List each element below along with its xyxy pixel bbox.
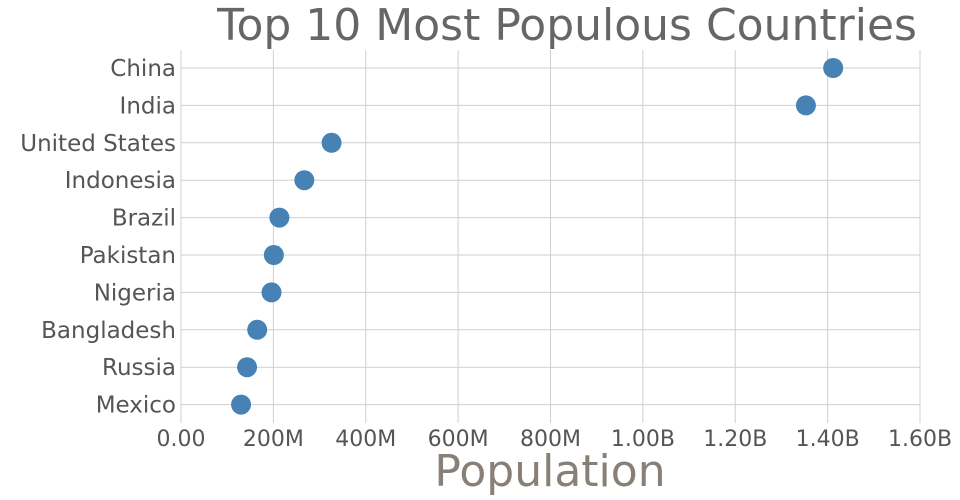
data-point <box>261 282 282 303</box>
data-point <box>269 207 290 228</box>
data-point <box>231 394 252 415</box>
x-tick-label: 1.00B <box>611 427 675 452</box>
category-label: Indonesia <box>65 168 176 194</box>
x-tick-label: 800M <box>520 427 581 452</box>
chart-title: Top 10 Most Populous Countries <box>216 0 917 51</box>
data-point <box>823 58 844 78</box>
data-point <box>321 132 342 153</box>
x-tick-label: 0.00 <box>157 427 206 452</box>
data-point <box>795 95 816 116</box>
x-tick-label: 600M <box>428 427 489 452</box>
category-label: India <box>120 93 176 119</box>
x-tick-label: 1.60B <box>888 427 952 452</box>
grid-lines <box>180 50 921 423</box>
data-point <box>294 170 315 191</box>
x-axis-title: Population <box>434 446 665 497</box>
category-label: Nigeria <box>94 280 176 306</box>
x-tick-label: 1.40B <box>796 427 860 452</box>
x-tick-label: 1.20B <box>703 427 767 452</box>
category-label: United States <box>20 131 176 157</box>
data-point <box>263 245 284 265</box>
category-label: China <box>110 56 176 82</box>
x-tick-label: 400M <box>335 427 396 452</box>
data-point <box>247 319 268 340</box>
data-point <box>237 357 258 378</box>
x-tick-labels: 0.00 200M 400M 600M 800M 1.00B 1.20B 1.40B 1.60B <box>157 427 953 452</box>
category-labels: China India United States Indonesia Brazil Pa… <box>20 56 176 419</box>
category-label: Mexico <box>96 393 176 419</box>
category-label: Brazil <box>112 206 176 232</box>
data-points <box>231 58 844 415</box>
category-label: Pakistan <box>80 243 176 269</box>
category-label: Russia <box>102 355 176 381</box>
x-tick-label: 200M <box>243 427 304 452</box>
category-label: Bangladesh <box>41 318 176 344</box>
